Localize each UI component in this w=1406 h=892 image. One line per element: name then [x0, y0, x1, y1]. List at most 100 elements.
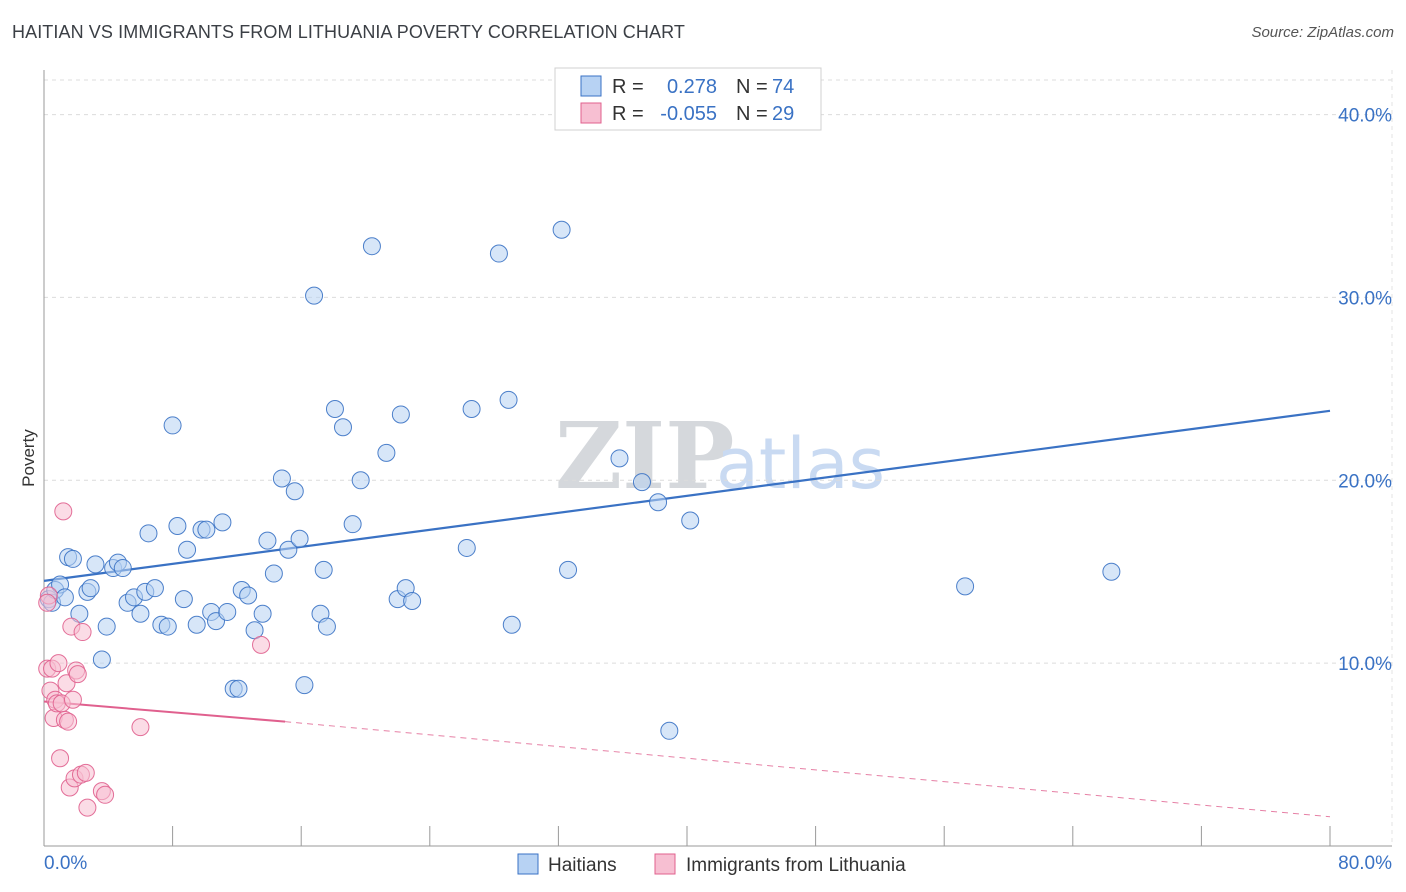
point-haitians [552, 220, 571, 239]
watermark-atlas: atlas [716, 423, 885, 505]
point-haitians [174, 590, 193, 609]
point-lithuania [73, 623, 92, 642]
point-lithuania [51, 749, 70, 768]
point-haitians [187, 615, 206, 634]
point-haitians [351, 471, 370, 490]
point-haitians [285, 482, 304, 501]
point-lithuania [96, 785, 115, 804]
point-haitians [97, 617, 116, 636]
point-haitians [178, 540, 197, 559]
point-haitians [279, 540, 298, 559]
point-haitians [333, 418, 352, 437]
point-haitians [253, 604, 272, 623]
point-haitians [403, 591, 422, 610]
legend-r-label-2: R = [612, 103, 644, 125]
point-lithuania [131, 718, 150, 737]
point-lithuania [78, 798, 97, 817]
point-haitians [239, 586, 258, 605]
point-haitians [391, 405, 410, 424]
legend-r-label-1: R = [612, 76, 644, 98]
point-haitians [197, 520, 216, 539]
point-haitians [489, 244, 508, 263]
point-haitians [457, 538, 476, 557]
point-haitians [213, 513, 232, 532]
point-lithuania [76, 763, 95, 782]
point-haitians [1102, 562, 1121, 581]
x-tick-labels: 0.0% 80.0% [44, 853, 1392, 874]
point-haitians [325, 399, 344, 418]
point-haitians [290, 529, 309, 548]
point-haitians [362, 237, 381, 256]
point-haitians [305, 286, 324, 305]
point-haitians [139, 524, 158, 543]
series-legend: Haitians Immigrants from Lithuania [517, 853, 906, 876]
y-tick-label: 40.0% [1338, 106, 1392, 127]
y-tick-label: 20.0% [1338, 471, 1392, 492]
point-haitians [377, 443, 396, 462]
x-tick-label-min: 0.0% [44, 853, 87, 874]
legend-n-value-1: 74 [772, 76, 794, 98]
chart-title: HAITIAN VS IMMIGRANTS FROM LITHUANIA POV… [12, 22, 685, 42]
bottom-legend-swatch-lithuania [654, 853, 676, 875]
axes [43, 70, 1392, 847]
legend-n-label-2: N = [736, 103, 768, 125]
point-haitians [343, 515, 362, 534]
point-lithuania [49, 654, 68, 673]
point-haitians [660, 721, 679, 740]
point-lithuania [38, 593, 57, 612]
bottom-legend-label-lithuania: Immigrants from Lithuania [686, 855, 906, 876]
point-haitians [113, 559, 132, 578]
trend-lines [43, 409, 1331, 818]
point-haitians [317, 617, 336, 636]
point-haitians [295, 676, 314, 695]
y-tick-labels: 10.0% 20.0% 30.0% 40.0% [1338, 106, 1392, 676]
point-haitians [81, 579, 100, 598]
point-haitians [681, 511, 700, 530]
legend-n-label-1: N = [736, 76, 768, 98]
y-tick-label: 10.0% [1338, 654, 1392, 675]
point-haitians [63, 549, 82, 568]
point-haitians [86, 555, 105, 574]
y-axis-title: Poverty [19, 429, 38, 487]
point-haitians [264, 564, 283, 583]
point-haitians [559, 560, 578, 579]
point-haitians [502, 615, 521, 634]
watermark-zip: ZIP [555, 402, 734, 510]
bottom-legend-swatch-haitians [517, 853, 539, 875]
point-haitians [145, 579, 164, 598]
point-haitians [92, 650, 111, 669]
trend-line-extension-lithuania [285, 721, 1331, 818]
point-haitians [55, 588, 74, 607]
point-haitians [462, 399, 481, 418]
point-haitians [499, 390, 518, 409]
data-points [38, 220, 1121, 817]
legend-swatch-haitians [580, 75, 602, 97]
x-tick-label-max: 80.0% [1338, 853, 1392, 874]
legend-r-value-2: -0.055 [660, 103, 717, 125]
trend-line-haitians [43, 409, 1331, 582]
point-lithuania [63, 690, 82, 709]
stats-legend: R = 0.278 N = 74 R = -0.055 N = 29 [554, 67, 822, 131]
y-tick-label: 30.0% [1338, 288, 1392, 309]
point-lithuania [54, 502, 73, 521]
point-haitians [314, 560, 333, 579]
trend-line-lithuania [43, 700, 286, 723]
legend-swatch-lithuania [580, 102, 602, 124]
point-haitians [632, 473, 651, 492]
point-haitians [158, 617, 177, 636]
legend-r-value-1: 0.278 [667, 76, 717, 98]
point-haitians [70, 604, 89, 623]
point-lithuania [68, 665, 87, 684]
point-haitians [218, 602, 237, 621]
point-haitians [649, 493, 668, 512]
legend-n-value-2: 29 [772, 103, 794, 125]
point-haitians [258, 531, 277, 550]
point-haitians [163, 416, 182, 435]
point-haitians [956, 577, 975, 596]
point-haitians [610, 449, 629, 468]
point-haitians [168, 517, 187, 535]
source-label: Source: ZipAtlas.com [1251, 24, 1394, 41]
point-lithuania [252, 635, 271, 654]
point-haitians [229, 679, 248, 698]
